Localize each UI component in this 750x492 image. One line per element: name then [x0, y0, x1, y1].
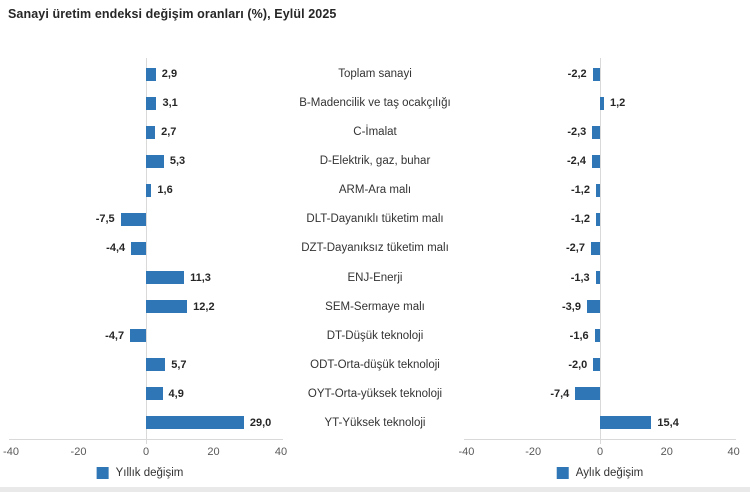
bar-value-label: -1,6 [569, 329, 589, 342]
bar-value-label: 5,3 [169, 155, 186, 168]
bar-value-label: -2,4 [567, 155, 586, 168]
x-tick-label: 40 [274, 446, 288, 458]
footer-strip [0, 487, 750, 492]
bar-value-label: -2,0 [568, 358, 588, 371]
bar [131, 241, 146, 255]
bar-value-label: 12,2 [193, 300, 215, 313]
bar-value-label: 2,9 [161, 68, 178, 80]
category-label: SEM-Sermaye malı [325, 300, 425, 313]
bar-value-label: 1,6 [157, 184, 173, 197]
bar [120, 212, 146, 226]
x-tick-label: -20 [525, 446, 542, 458]
bar [600, 416, 652, 430]
bar-value-label: -2,2 [567, 68, 587, 80]
bar-value-label: -7,4 [550, 387, 570, 400]
bar-value-label: -1,3 [570, 271, 590, 284]
category-label: DZT-Dayanıksız tüketim malı [301, 242, 449, 255]
x-tick-label: -40 [458, 446, 475, 458]
bar-value-label: -4,4 [106, 242, 126, 255]
x-tick-label: 20 [207, 446, 220, 458]
bar [586, 300, 600, 314]
category-label: ENJ-Enerji [347, 271, 403, 284]
bar [146, 96, 157, 110]
bar [592, 67, 600, 81]
bar [130, 329, 146, 343]
bar [600, 96, 604, 110]
category-label: D-Elektrik, gaz, buhar [319, 155, 431, 168]
x-axis-line [9, 439, 283, 440]
chart-title: Sanayi üretim endeksi değişim oranları (… [8, 7, 337, 21]
bar-value-label: -3,9 [562, 300, 581, 313]
category-label: DLT-Dayanıklı tüketim malı [306, 213, 444, 226]
zero-gridline [146, 58, 147, 444]
category-label: DT-Düşük teknoloji [326, 329, 424, 342]
monthly-legend: Aylık değişim [556, 467, 644, 479]
category-label: Toplam sanayi [338, 68, 412, 80]
x-axis-line [464, 439, 736, 440]
bar-value-label: -1,2 [571, 184, 590, 197]
x-tick-label: -40 [3, 446, 19, 458]
bar [146, 154, 164, 168]
bar-value-label: -7,5 [95, 213, 115, 226]
x-tick-label: 20 [660, 446, 673, 458]
annual-legend: Yıllık değişim [96, 467, 184, 479]
bar-value-label: 11,3 [190, 271, 211, 284]
bar-value-label: -1,2 [571, 213, 590, 226]
bar [594, 329, 600, 343]
bar [591, 154, 600, 168]
bar [575, 387, 600, 401]
bar [146, 387, 163, 401]
category-label: C-İmalat [353, 126, 397, 139]
category-label: ODT-Orta-düşük teknoloji [310, 358, 440, 371]
bar [592, 125, 600, 139]
bar-value-label: 29,0 [249, 416, 272, 429]
category-label: B-Madencilik ve taş ocakçılığı [299, 97, 451, 110]
category-label: OYT-Orta-yüksek teknoloji [307, 387, 443, 400]
bar-value-label: 5,7 [171, 358, 187, 371]
category-label: ARM-Ara malı [338, 184, 412, 197]
bar-value-label: -2,7 [566, 242, 585, 255]
x-tick-label: 40 [727, 446, 740, 458]
bar [146, 358, 166, 372]
bar [595, 271, 600, 285]
category-label: YT-Yüksek teknoloji [324, 416, 426, 429]
bar [595, 183, 600, 197]
bar [590, 241, 600, 255]
monthly-legend-label: Aylık değişim [575, 467, 644, 479]
x-tick-label: -20 [70, 446, 87, 458]
annual-legend-swatch-icon [96, 467, 109, 479]
bar [146, 416, 244, 430]
bar-value-label: 4,9 [168, 387, 184, 400]
bar-value-label: -2,3 [567, 126, 587, 139]
bar [146, 183, 152, 197]
bar-value-label: 3,1 [162, 97, 178, 110]
bar-value-label: 1,2 [610, 97, 626, 110]
bar [593, 358, 600, 372]
bar-value-label: 15,4 [657, 416, 679, 429]
annual-legend-label: Yıllık değişim [115, 467, 184, 479]
bar [146, 300, 188, 314]
x-tick-label: 0 [142, 446, 150, 458]
x-tick-label: 0 [596, 446, 604, 458]
bar [595, 212, 600, 226]
monthly-legend-swatch-icon [556, 467, 569, 479]
bar-value-label: 2,7 [161, 126, 177, 139]
bar [146, 271, 185, 285]
bar-value-label: -4,7 [105, 329, 125, 342]
bar [146, 67, 156, 81]
zero-gridline [600, 58, 601, 444]
bar [146, 125, 156, 139]
